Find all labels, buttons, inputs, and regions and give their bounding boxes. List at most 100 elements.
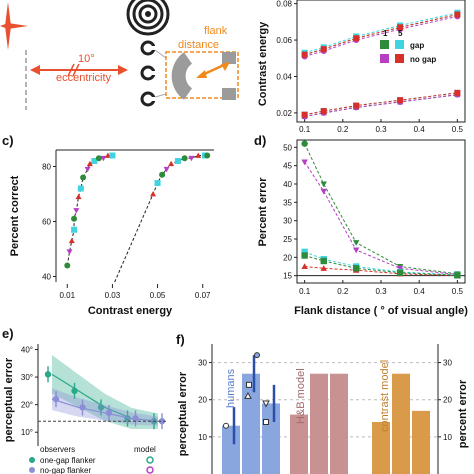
panel-d-ytick-label: 40 [283,180,292,189]
panel-a: 10° eccentricity flank distance [0,0,239,110]
panel-b-xtick-label: 0.5 [452,125,464,134]
panel-b-point [397,24,404,31]
flank-distance-arrow-icon [196,62,230,78]
panel-f-bar [290,414,308,474]
panel-b-point [454,11,461,18]
target-rings-icon [126,0,170,36]
panel-b-xtick-label: 0.3 [375,125,387,134]
panel-f-ytick-label-right: 10 [443,433,452,442]
panel-b-ytick-label: 0.04 [276,72,292,81]
panel-e-series-line [51,398,159,422]
legend-no-gap: no-gap flanker [40,466,91,474]
panel-b-series-line [304,15,458,57]
panel-c-fit-low [66,155,113,266]
legend-swatch-gap-5 [395,40,404,49]
panel-f-bar [310,373,328,474]
panel-f-bar [372,422,390,474]
panel-b-point [454,89,461,96]
panel-d-ytick-label: 30 [283,217,292,226]
panel-c-point [75,193,82,200]
panel-d-point [301,140,308,147]
legend-model-no-gap-marker [146,466,154,474]
panel-f-human-marker [223,422,229,429]
panel-d-point [301,159,308,166]
fixation-cross-icon [0,2,28,50]
panel-d-label: d) [254,133,266,148]
panel-b-xtick-label: 0.2 [337,125,349,134]
panel-c-ticks: 40 60 80 0.01 0.03 0.05 0.07 [42,163,211,301]
panel-e-band [52,355,158,430]
panel-d-xtick-label: 0.3 [375,287,387,296]
panel-b-ylabel: Contrast energy [257,21,269,106]
legend-swatch-nogap-5 [395,54,404,63]
panel-f-human-marker [246,381,252,388]
flank-label-1: flank [204,25,228,37]
panel-d-ytick-label: 45 [283,162,292,171]
panel-d-series-line [304,255,458,276]
panel-b: Contrast energy 0.020.040.060.08 0.1 0.2 0… [257,0,466,134]
panel-e-point [44,371,52,378]
panel-b-point [320,46,327,53]
panel-c-xlabel: Contrast energy [88,305,173,317]
panel-c-ytick-label: 80 [42,163,51,172]
panel-e-point [52,395,60,403]
panel-c-point [159,171,166,178]
panel-d-series-line [304,251,458,276]
panel-c-ytick-label: 40 [42,273,51,282]
panel-b-series-line [304,94,458,118]
label-hb-model: H&B model [295,368,307,424]
panel-d-series-line [304,161,458,276]
panel-b-series-line [304,92,458,116]
panel-c-xtick-label: 0.03 [105,291,121,300]
panel-e-ytick-label: 40° [21,346,33,355]
panel-c-point [154,180,161,186]
panel-c-point [174,158,181,164]
panel-e-legend: observers model one-gap flanker no-gap f… [29,445,156,474]
panel-d-ytick-label: 50 [283,143,292,152]
legend-swatch-gap-1 [380,40,389,49]
panel-b-xticks: 0.1 0.2 0.3 0.4 0.5 [299,119,463,134]
panel-e-label: e) [2,326,14,341]
panel-c-point [163,166,170,173]
panel-b-point [397,97,404,104]
panel-e-band [52,388,158,426]
panel-b-xtick-label: 0.1 [299,125,311,134]
legend-model: model [134,445,156,454]
panel-c-point [95,155,102,162]
panel-d-point [320,265,327,271]
panel-b-xtick-label: 0.4 [414,125,426,134]
panel-f: f) perceptual error percent error 10 20 30… [176,332,469,474]
legend-col1: 1 [383,29,388,38]
panel-d-point [352,247,360,254]
panel-d-point [320,181,327,188]
panel-c-point [66,249,73,255]
panel-d-xtick-label: 0.4 [414,287,426,296]
panel-f-bars [222,352,430,474]
panel-b-point [353,102,360,109]
panel-f-ylabel-left: perceptual error [177,371,189,456]
panel-e-point [105,409,113,417]
panel-b-point [320,108,327,115]
panel-e-ytick-label: 30° [21,373,33,382]
panel-f-bar [412,410,430,474]
panel-d-xtick-label: 0.2 [337,287,349,296]
panel-c-label: c) [2,133,14,148]
panel-d-point [352,240,360,246]
panel-d-point [396,265,404,272]
panel-f-label: f) [176,332,185,347]
panel-d-ytick-label: 35 [283,198,292,207]
panel-f-bar [392,373,410,474]
label-contrast-model: contrast model [379,360,391,432]
panel-e-point [158,417,166,425]
panel-b-point [301,111,308,118]
zoom-inset-frame [165,51,239,99]
panel-f-ytick-label-right: 30 [443,359,452,368]
panel-d: d) Percent error Flank distance ( ° of v… [254,133,468,317]
panel-b-legend: 1 5 gap no gap [380,29,436,64]
panel-d-ylabel: Percent error [257,177,269,247]
panel-d-ytick-label: 15 [283,272,292,281]
panel-c-point [168,160,175,167]
panel-f-bar [262,403,280,474]
panel-d-ticks: 15 20 25 30 35 40 45 50 0.1 0.2 0.3 0.4 0.5 [283,143,463,296]
panel-d-point [454,272,461,279]
